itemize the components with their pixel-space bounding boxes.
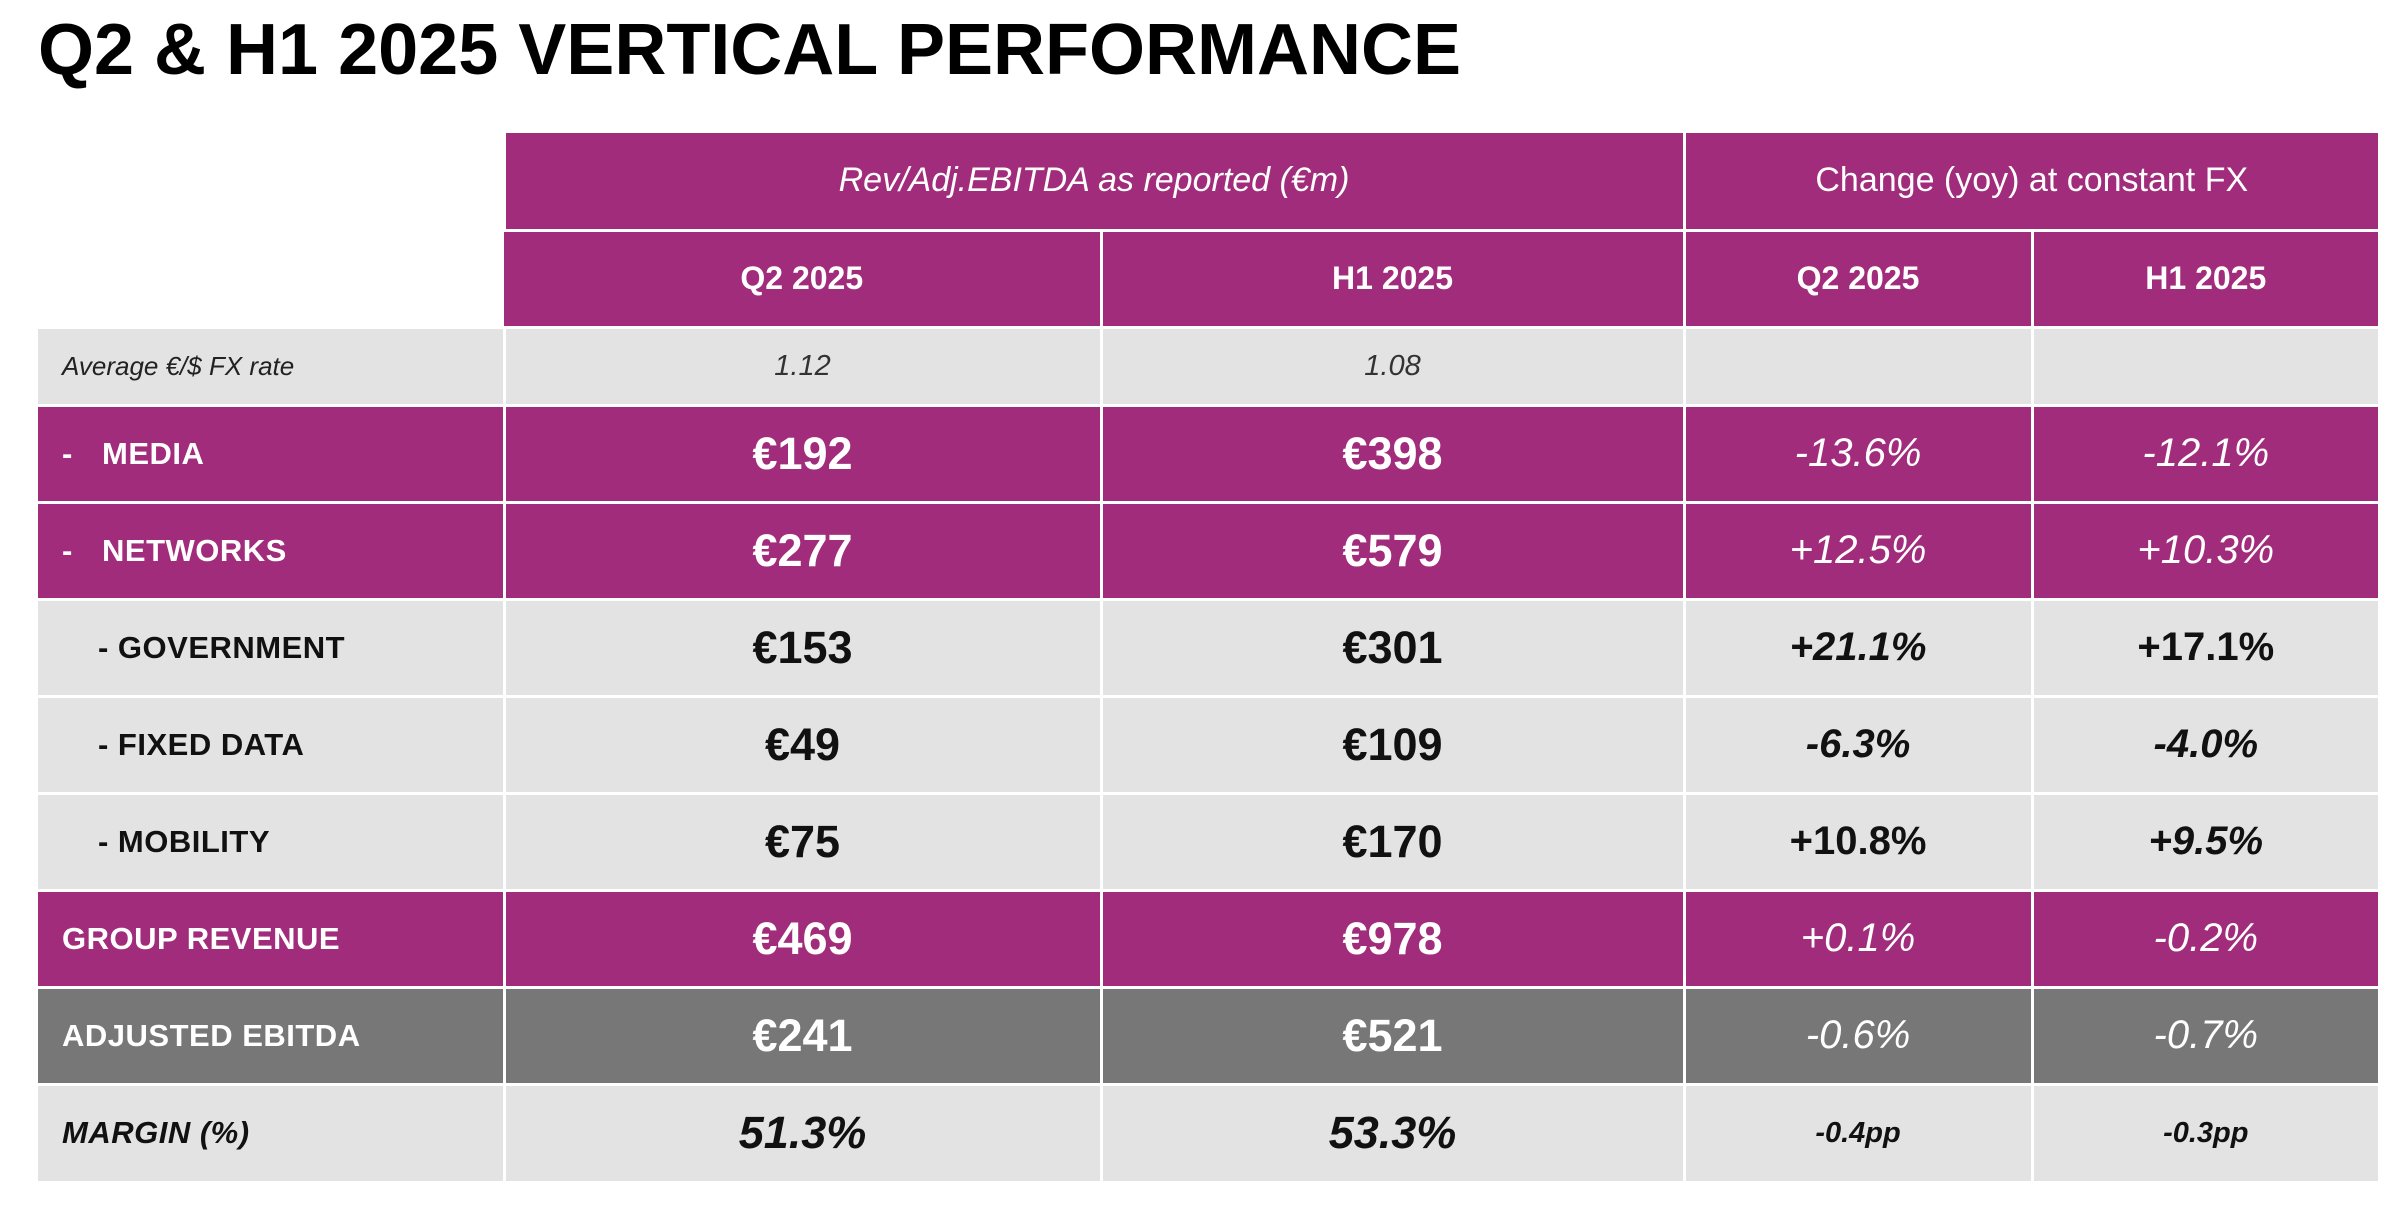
- header-row-periods: Q2 2025 H1 2025 Q2 2025 H1 2025: [38, 228, 2379, 327]
- header-reported-h1: H1 2025: [1099, 228, 1685, 327]
- change-h1: +10.3%: [2030, 500, 2379, 599]
- change-q2: -13.6%: [1682, 403, 2033, 502]
- page-title: Q2 & H1 2025 VERTICAL PERFORMANCE: [38, 10, 1461, 90]
- row-networks: - NETWORKS €277 €579 +12.5% +10.3%: [38, 500, 2379, 599]
- row-label-text: NETWORKS: [102, 532, 287, 568]
- value-q2: 51.3%: [502, 1082, 1101, 1181]
- row-label: - GOVERNMENT: [38, 597, 504, 696]
- row-prefix: -: [62, 532, 73, 568]
- fx-rate-q2: 1.12: [502, 325, 1101, 405]
- row-label: MARGIN (%): [38, 1082, 504, 1181]
- change-q2: +12.5%: [1682, 500, 2033, 599]
- row-label: ADJUSTED EBITDA: [38, 985, 504, 1084]
- change-q2: -0.4pp: [1682, 1082, 2033, 1181]
- value-q2: €75: [502, 791, 1101, 890]
- header-row-groups: Rev/Adj.EBITDA as reported (€m) Change (…: [38, 133, 2379, 327]
- change-q2: +21.1%: [1682, 597, 2033, 696]
- row-label: GROUP REVENUE: [38, 888, 504, 987]
- value-h1: €978: [1099, 888, 1685, 987]
- row-label: - MOBILITY: [38, 791, 504, 890]
- header-corner: [38, 133, 504, 327]
- row-adjusted-ebitda: ADJUSTED EBITDA €241 €521 -0.6% -0.7%: [38, 985, 2379, 1084]
- fx-rate-label: Average €/$ FX rate: [38, 325, 504, 405]
- value-q2: €469: [502, 888, 1101, 987]
- fx-rate-h1: 1.08: [1099, 325, 1685, 405]
- change-h1: +17.1%: [2030, 597, 2379, 696]
- row-mobility: - MOBILITY €75 €170 +10.8% +9.5%: [38, 791, 2379, 890]
- value-h1: €521: [1099, 985, 1685, 1084]
- value-h1: 53.3%: [1099, 1082, 1685, 1181]
- change-h1: +9.5%: [2030, 791, 2379, 890]
- change-h1: -0.3pp: [2030, 1082, 2379, 1181]
- value-q2: €277: [502, 500, 1101, 599]
- fx-rate-row: Average €/$ FX rate 1.12 1.08: [38, 325, 2379, 405]
- value-h1: €170: [1099, 791, 1685, 890]
- value-q2: €241: [502, 985, 1101, 1084]
- change-q2: +0.1%: [1682, 888, 2033, 987]
- change-q2: -6.3%: [1682, 694, 2033, 793]
- value-h1: €579: [1099, 500, 1685, 599]
- row-prefix: -: [62, 435, 73, 471]
- fx-rate-empty-2: [2030, 325, 2379, 405]
- value-h1: €301: [1099, 597, 1685, 696]
- header-change-q2: Q2 2025: [1682, 228, 2033, 327]
- value-q2: €192: [502, 403, 1101, 502]
- row-margin: MARGIN (%) 51.3% 53.3% -0.4pp -0.3pp: [38, 1082, 2379, 1181]
- value-q2: €49: [502, 694, 1101, 793]
- change-q2: +10.8%: [1682, 791, 2033, 890]
- fx-rate-empty-1: [1682, 325, 2033, 405]
- row-fixed-data: - FIXED DATA €49 €109 -6.3% -4.0%: [38, 694, 2379, 793]
- value-h1: €398: [1099, 403, 1685, 502]
- row-group-revenue: GROUP REVENUE €469 €978 +0.1% -0.2%: [38, 888, 2379, 987]
- change-q2: -0.6%: [1682, 985, 2033, 1084]
- value-h1: €109: [1099, 694, 1685, 793]
- row-label-text: MEDIA: [102, 435, 205, 471]
- row-label: - NETWORKS: [38, 500, 504, 599]
- row-government: - GOVERNMENT €153 €301 +21.1% +17.1%: [38, 597, 2379, 696]
- change-h1: -12.1%: [2030, 403, 2379, 502]
- row-media: - MEDIA €192 €398 -13.6% -12.1%: [38, 403, 2379, 502]
- change-h1: -4.0%: [2030, 694, 2379, 793]
- change-h1: -0.7%: [2030, 985, 2379, 1084]
- header-change-h1: H1 2025: [2030, 228, 2379, 327]
- header-group-change: Change (yoy) at constant FX: [1682, 133, 2379, 230]
- row-label: - FIXED DATA: [38, 694, 504, 793]
- value-q2: €153: [502, 597, 1101, 696]
- header-group-reported: Rev/Adj.EBITDA as reported (€m): [502, 133, 1685, 230]
- row-label: - MEDIA: [38, 403, 504, 502]
- header-reported-q2: Q2 2025: [504, 228, 1101, 327]
- change-h1: -0.2%: [2030, 888, 2379, 987]
- vertical-performance-table: Rev/Adj.EBITDA as reported (€m) Change (…: [38, 133, 2379, 1181]
